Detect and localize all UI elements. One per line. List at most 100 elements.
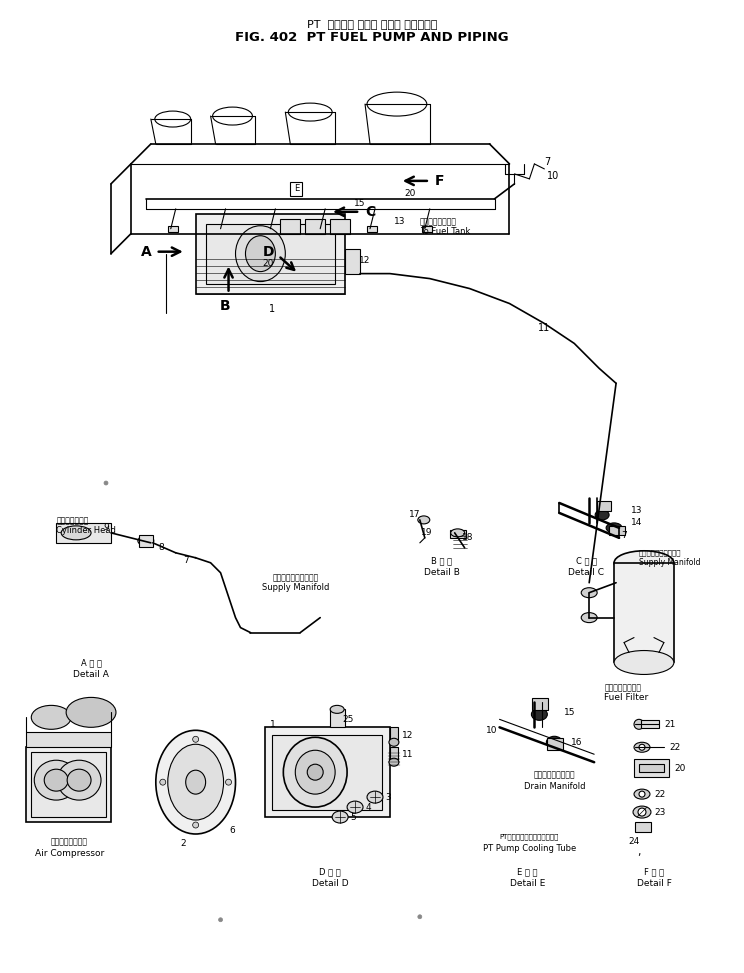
Text: 18: 18	[462, 533, 473, 542]
Text: PT  フェエル ポンプ および パイピング: PT フェエル ポンプ および パイピング	[307, 19, 437, 29]
Bar	[290, 182, 302, 196]
Text: 19: 19	[421, 528, 432, 537]
Text: Fuel Filter: Fuel Filter	[604, 693, 648, 702]
Ellipse shape	[347, 801, 363, 813]
Text: PT Pump Cooling Tube: PT Pump Cooling Tube	[483, 845, 576, 853]
Text: To Fuel Tank: To Fuel Tank	[420, 228, 470, 236]
Text: 22: 22	[654, 790, 665, 799]
Text: B: B	[220, 299, 231, 312]
Text: FIG. 402  PT FUEL PUMP AND PIPING: FIG. 402 PT FUEL PUMP AND PIPING	[235, 31, 509, 44]
Ellipse shape	[634, 719, 644, 730]
Text: 13: 13	[631, 506, 643, 516]
Bar	[305, 219, 325, 234]
Text: 8: 8	[158, 543, 164, 553]
Text: 14: 14	[631, 519, 642, 527]
Bar	[217, 226, 228, 232]
Bar	[533, 699, 548, 710]
Ellipse shape	[634, 742, 650, 752]
Circle shape	[418, 915, 422, 919]
Ellipse shape	[633, 806, 651, 818]
Text: C: C	[365, 204, 375, 219]
Bar	[167, 226, 178, 232]
Text: サプライマニホールド: サプライマニホールド	[272, 573, 318, 582]
Text: D: D	[263, 244, 274, 259]
Bar	[367, 226, 377, 232]
Ellipse shape	[581, 613, 597, 623]
Circle shape	[193, 737, 199, 742]
Ellipse shape	[634, 789, 650, 799]
Bar	[449, 530, 466, 538]
Bar	[205, 224, 335, 283]
Ellipse shape	[67, 770, 91, 791]
Ellipse shape	[638, 809, 646, 816]
Text: A: A	[141, 244, 151, 259]
Circle shape	[160, 779, 166, 785]
Ellipse shape	[614, 551, 674, 575]
Text: F 詳 細: F 詳 細	[644, 867, 664, 877]
Text: 5: 5	[350, 812, 356, 821]
Text: エアコンプレッサ: エアコンプレッサ	[51, 838, 88, 847]
Ellipse shape	[186, 771, 205, 794]
Text: ,: ,	[638, 847, 641, 857]
Text: フェエルフィルタ: フェエルフィルタ	[604, 683, 641, 692]
Ellipse shape	[44, 770, 68, 791]
Bar	[639, 764, 664, 773]
Ellipse shape	[167, 744, 223, 820]
Text: 7: 7	[183, 557, 188, 565]
Ellipse shape	[155, 731, 236, 834]
Bar	[614, 562, 674, 663]
Bar	[317, 226, 327, 232]
Text: Detail A: Detail A	[73, 670, 109, 679]
Text: フェエルタンクへ: フェエルタンクへ	[420, 217, 457, 227]
Ellipse shape	[546, 737, 562, 748]
Text: Air Compressor: Air Compressor	[34, 849, 103, 858]
Ellipse shape	[57, 760, 101, 800]
Text: 23: 23	[654, 808, 665, 816]
Ellipse shape	[367, 92, 427, 116]
Text: Cylinder Head: Cylinder Head	[57, 526, 116, 535]
Circle shape	[219, 918, 222, 921]
Text: F: F	[435, 174, 444, 188]
Text: Detail B: Detail B	[424, 568, 460, 577]
Text: 13: 13	[394, 217, 405, 227]
Text: 12: 12	[359, 256, 371, 266]
Text: 25: 25	[342, 715, 354, 724]
Ellipse shape	[606, 523, 622, 533]
Ellipse shape	[289, 103, 332, 121]
Ellipse shape	[34, 760, 78, 800]
Bar	[272, 736, 382, 811]
Bar	[548, 739, 563, 750]
Ellipse shape	[138, 536, 154, 546]
Bar	[345, 249, 360, 273]
Ellipse shape	[66, 698, 116, 727]
Text: C 詳 細: C 詳 細	[576, 557, 597, 565]
Bar	[635, 822, 651, 832]
Text: PTポンプクーリングチューブ: PTポンプクーリングチューブ	[500, 834, 559, 841]
Circle shape	[104, 481, 108, 485]
Text: 17: 17	[409, 511, 420, 520]
Ellipse shape	[581, 588, 597, 597]
Bar	[597, 501, 611, 511]
Text: サプライマニホールド: サプライマニホールド	[639, 550, 682, 557]
Text: 1: 1	[269, 720, 275, 729]
Circle shape	[225, 779, 231, 785]
Text: 16: 16	[571, 738, 583, 746]
Text: Detail E: Detail E	[510, 880, 545, 888]
Ellipse shape	[31, 705, 71, 730]
Text: Drain Manifold: Drain Manifold	[524, 781, 585, 791]
Ellipse shape	[155, 111, 190, 127]
Ellipse shape	[418, 516, 430, 523]
Ellipse shape	[307, 764, 323, 780]
Bar	[422, 226, 432, 232]
Bar	[280, 219, 301, 234]
Bar	[390, 747, 398, 762]
Bar	[641, 720, 659, 729]
Text: Detail C: Detail C	[568, 568, 604, 577]
Ellipse shape	[330, 705, 344, 713]
Text: B 詳 細: B 詳 細	[432, 557, 452, 565]
Bar	[196, 214, 345, 294]
Ellipse shape	[451, 529, 465, 537]
Text: 20: 20	[263, 259, 274, 269]
Ellipse shape	[639, 744, 645, 750]
Bar	[330, 709, 345, 727]
